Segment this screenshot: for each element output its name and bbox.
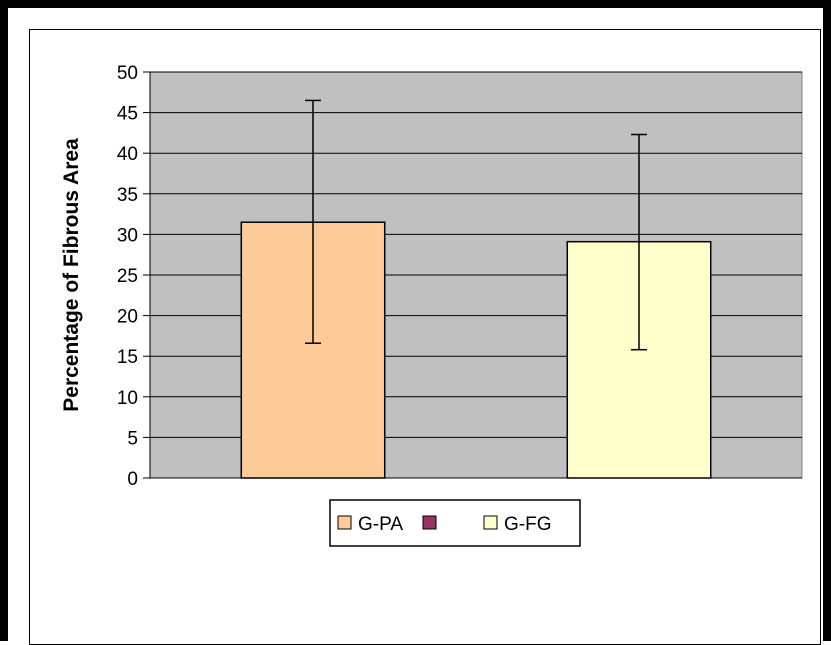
y-tick-label: 40 <box>117 144 138 165</box>
y-tick-label: 30 <box>117 225 138 246</box>
legend-swatch <box>483 515 498 530</box>
legend: G-PA G-FG <box>329 499 581 547</box>
legend-box <box>329 499 581 547</box>
y-tick-label: 10 <box>117 388 138 409</box>
bars <box>240 221 712 479</box>
legend-swatch <box>337 515 352 530</box>
legend-swatch <box>422 515 437 530</box>
y-tick-label: 45 <box>117 104 138 125</box>
axes <box>143 71 802 479</box>
legend-label: G-PA <box>358 514 403 535</box>
y-tick-label: 35 <box>117 185 138 206</box>
y-tick-labels: 0 5 10 15 20 25 30 35 40 45 50 <box>117 63 138 490</box>
y-tick-label: 20 <box>117 307 138 328</box>
y-tick-label: 5 <box>127 428 138 449</box>
y-axis-label: Percentage of Fibrous Area <box>60 138 83 412</box>
y-tick-label: 50 <box>117 63 138 84</box>
y-tick-label: 25 <box>117 266 138 287</box>
y-tick-label: 15 <box>117 347 138 368</box>
error-bars <box>305 99 647 351</box>
y-tick-label: 0 <box>127 469 138 490</box>
legend-label: G-FG <box>504 514 552 535</box>
